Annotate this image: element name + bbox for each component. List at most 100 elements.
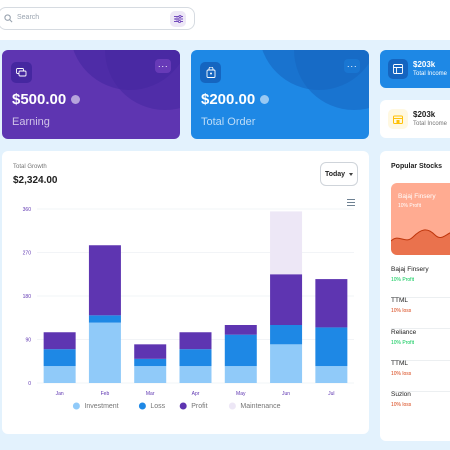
bar-loss-apr bbox=[179, 349, 212, 367]
bar-profit-jun bbox=[270, 274, 303, 325]
income-amount: $203k bbox=[413, 110, 436, 119]
order-icon-box bbox=[200, 62, 221, 83]
stock-name: Suzlon bbox=[391, 391, 411, 398]
stock-change: 10% loss bbox=[391, 402, 412, 408]
y-tick-label: 180 bbox=[23, 294, 32, 300]
order-amount-value: $200.00 bbox=[201, 91, 256, 108]
income-amount: $203k bbox=[413, 60, 436, 69]
x-tick-label: Apr bbox=[192, 391, 200, 397]
stock-change: 10% loss bbox=[391, 371, 412, 377]
growth-chart: 0 90 180 270 360 Jan Feb Mar Apr May Jun Jul Investm… bbox=[23, 207, 354, 410]
legend-marker-investment bbox=[72, 402, 80, 410]
search-box[interactable]: Search bbox=[0, 7, 195, 30]
stock-hero-change: 10% Profit bbox=[398, 203, 422, 209]
bar-investment-apr bbox=[179, 366, 212, 383]
stock-row[interactable]: Reliance 10% Profit bbox=[391, 329, 450, 361]
stock-change: 10% Profit bbox=[391, 340, 415, 346]
stock-hero-card: Bajaj Finsery 10% Profit bbox=[391, 183, 450, 255]
bar-profit-may bbox=[224, 325, 257, 335]
earning-more-button[interactable]: ··· bbox=[155, 59, 171, 73]
order-amount: $200.00 bbox=[201, 91, 270, 108]
bar-profit-jul bbox=[315, 279, 348, 328]
stock-change: 10% Profit bbox=[391, 277, 415, 283]
x-tick-label: Jun bbox=[282, 391, 290, 397]
period-select-value: Today bbox=[324, 170, 346, 178]
x-tick-label: Feb bbox=[101, 391, 110, 397]
chart-menu-icon[interactable] bbox=[347, 199, 355, 206]
earning-amount-value: $500.00 bbox=[12, 91, 67, 108]
stock-name: Reliance bbox=[391, 329, 417, 336]
order-more-button[interactable]: ··· bbox=[344, 59, 360, 73]
stock-name: TTML bbox=[391, 297, 408, 304]
earning-card: ··· $500.00 Earning bbox=[2, 50, 180, 139]
bar-investment-jun bbox=[270, 344, 303, 383]
growth-label: Total Growth bbox=[13, 164, 47, 170]
bar-profit-mar bbox=[134, 344, 167, 359]
y-tick-label: 90 bbox=[25, 338, 31, 344]
legend-marker-maintenance bbox=[228, 402, 236, 410]
income-label: Total Income bbox=[413, 71, 448, 77]
arrow-up-right-icon bbox=[71, 95, 81, 104]
bar-profit-jan bbox=[43, 332, 76, 350]
arrow-down-left-icon bbox=[260, 95, 270, 104]
stock-change: 10% loss bbox=[391, 308, 412, 314]
table-icon bbox=[393, 64, 403, 74]
bar-loss-mar bbox=[134, 358, 167, 367]
stock-name: Bajaj Finsery bbox=[391, 266, 429, 273]
stock-row[interactable]: Bajaj Finsery 10% Profit bbox=[391, 266, 450, 298]
legend-label-loss: Loss bbox=[150, 403, 165, 410]
y-tick-label: 0 bbox=[28, 381, 31, 387]
stock-row[interactable]: Suzlon 10% loss bbox=[391, 391, 450, 423]
bar-investment-mar bbox=[134, 366, 167, 383]
x-tick-label: Jan bbox=[56, 391, 64, 397]
income-label: Total Income bbox=[413, 121, 448, 127]
stocks-title: Popular Stocks bbox=[391, 163, 442, 170]
growth-total: $2,324.00 bbox=[13, 175, 58, 186]
total-order-card: ··· $200.00 Total Order bbox=[191, 50, 369, 139]
popular-stocks-card: Popular Stocks Bajaj Finsery 10% Profit … bbox=[380, 151, 450, 441]
bar-loss-may bbox=[224, 334, 257, 367]
filter-settings-button[interactable] bbox=[170, 11, 186, 27]
bar-loss-feb bbox=[88, 315, 121, 323]
legend-marker-loss bbox=[138, 402, 146, 410]
total-income-card-light: $203k Total Income bbox=[380, 100, 450, 138]
earning-icon-box bbox=[11, 62, 32, 83]
stock-sparkline bbox=[391, 229, 450, 255]
bar-profit-apr bbox=[179, 332, 212, 350]
period-select[interactable]: Today bbox=[320, 162, 358, 186]
bar-loss-jul bbox=[315, 327, 348, 367]
bar-profit-feb bbox=[88, 245, 121, 316]
y-tick-label: 270 bbox=[23, 251, 32, 257]
total-growth-card: Total Growth $2,324.00 Today 0 90 180 270 36… bbox=[2, 151, 369, 434]
earning-label: Earning bbox=[12, 116, 50, 128]
legend-label-investment: Investment bbox=[84, 403, 118, 410]
bar-loss-jun bbox=[270, 325, 303, 345]
bar-investment-may bbox=[224, 366, 257, 383]
bar-loss-jan bbox=[43, 349, 76, 367]
search-icon bbox=[4, 14, 13, 23]
store-icon bbox=[393, 115, 403, 124]
income-icon-box bbox=[388, 109, 408, 129]
legend-label-profit: Profit bbox=[191, 403, 207, 410]
wallet-icon bbox=[16, 68, 27, 77]
stock-row[interactable]: TTML 10% loss bbox=[391, 297, 450, 329]
bar-investment-jul bbox=[315, 366, 348, 383]
shopping-bag-icon bbox=[206, 67, 215, 78]
bar-investment-feb bbox=[88, 322, 121, 383]
x-tick-label: Mar bbox=[146, 391, 155, 397]
y-tick-label: 360 bbox=[23, 207, 32, 213]
total-income-card-dark: $203k Total Income bbox=[380, 50, 450, 88]
income-icon-box bbox=[388, 59, 408, 79]
legend-marker-profit bbox=[179, 402, 187, 410]
sliders-icon bbox=[173, 15, 183, 23]
stock-name: TTML bbox=[391, 360, 408, 367]
search-input[interactable]: Search bbox=[17, 14, 40, 21]
bar-maintenance-jun bbox=[270, 211, 303, 275]
x-tick-label: Jul bbox=[328, 391, 334, 397]
caret-down-icon bbox=[349, 172, 354, 176]
stock-hero-name: Bajaj Finsery bbox=[398, 193, 436, 200]
earning-amount: $500.00 bbox=[12, 91, 81, 108]
stock-row[interactable]: TTML 10% loss bbox=[391, 360, 450, 392]
x-tick-label: May bbox=[236, 391, 246, 397]
bar-investment-jan bbox=[43, 366, 76, 383]
